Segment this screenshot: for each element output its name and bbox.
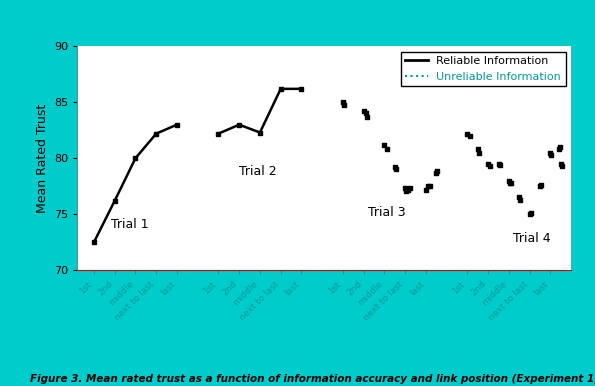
Point <box>406 185 415 191</box>
Point <box>421 186 431 193</box>
Point <box>546 150 555 156</box>
Point <box>463 130 472 137</box>
Point <box>339 102 349 108</box>
Point <box>505 180 515 186</box>
Point <box>536 182 546 188</box>
Text: Trial 3: Trial 3 <box>368 207 405 220</box>
Point <box>361 110 371 117</box>
Point <box>494 161 503 167</box>
Point <box>556 161 566 167</box>
Point <box>382 146 392 152</box>
Point <box>515 195 524 201</box>
Point <box>557 163 566 169</box>
Point <box>402 188 411 194</box>
Point <box>495 162 505 168</box>
Point <box>484 161 493 167</box>
Point <box>338 99 347 105</box>
Point <box>423 183 433 190</box>
Point <box>403 186 413 193</box>
Point <box>473 146 483 152</box>
Point <box>504 178 513 184</box>
Text: Figure 3. Mean rated trust as a function of information accuracy and link positi: Figure 3. Mean rated trust as a function… <box>30 374 595 384</box>
Point <box>362 114 371 120</box>
Point <box>525 211 534 217</box>
Text: Trial 1: Trial 1 <box>111 218 148 231</box>
Point <box>380 142 389 148</box>
Point <box>554 146 563 152</box>
Point <box>526 210 536 216</box>
Point <box>390 164 400 170</box>
Point <box>516 196 525 203</box>
Point <box>431 170 441 176</box>
Point <box>555 144 565 150</box>
Point <box>433 168 442 174</box>
Point <box>465 133 474 139</box>
Point <box>425 183 435 190</box>
Point <box>486 163 495 169</box>
Point <box>536 183 545 190</box>
Legend: Reliable Information, Unreliable Information: Reliable Information, Unreliable Informa… <box>401 52 566 86</box>
Point <box>474 150 484 156</box>
Point <box>391 166 400 173</box>
Text: Trial 2: Trial 2 <box>239 165 277 178</box>
Point <box>506 180 516 186</box>
Text: Trial 4: Trial 4 <box>513 232 551 245</box>
Point <box>547 152 556 158</box>
Point <box>400 185 410 191</box>
Point <box>359 108 368 114</box>
Y-axis label: Mean Rated Trust: Mean Rated Trust <box>36 103 49 213</box>
